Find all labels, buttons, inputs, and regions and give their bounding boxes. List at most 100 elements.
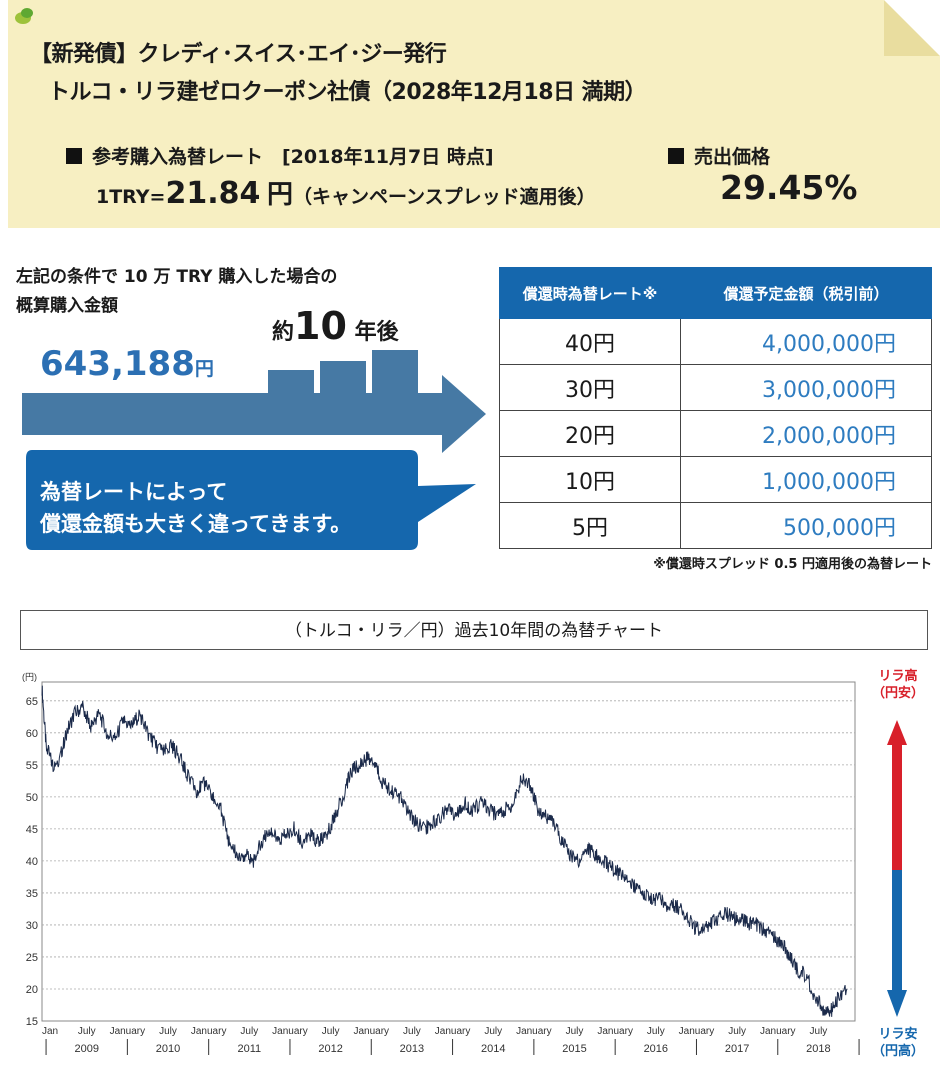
bubble-line1: 為替レートによって [40,480,228,504]
x-tick-label: July [566,1026,584,1037]
x-tick-label: January [760,1026,796,1037]
x-tick-label: January [435,1026,471,1037]
purchase-condition: 左記の条件で 10 万 TRY 購入した場合の 概算購入金額 [16,263,337,321]
lira-high-line2: （円安） [872,686,925,701]
square-bullet-icon [66,148,82,164]
rate-cell: 40円 [499,318,681,365]
lira-high-line1: リラ高 [878,669,918,684]
table-row: 10円 1,000,000円 [499,456,932,503]
x-tick-label: July [728,1026,746,1037]
y-axis-label: (円) [22,672,37,682]
lira-low-label: リラ安 （円高） [872,1026,924,1060]
y-tick-label: 25 [26,952,38,964]
purchase-amount-value: 643,188 [40,344,195,384]
rate-value: 21.84 [165,176,261,211]
col-amount-header: 償還予定金額（税引前） [680,267,932,319]
growth-bar-small [268,370,314,394]
year-label: 2013 [400,1043,424,1055]
condition-line2: 概算購入金額 [16,296,118,316]
bubble-text: 為替レートによって 償還金額も大きく違ってきます。 [40,476,351,540]
price-value: 29.45% [720,168,858,207]
x-tick-label: January [272,1026,308,1037]
rate-cell: 10円 [499,456,681,503]
rate-heading: 参考購入為替レート [2018年11月7日 時点] [66,142,494,169]
plot-frame [41,681,856,1022]
price-heading-text: 売出価格 [694,146,771,168]
y-tick-label: 60 [26,728,38,740]
amount-cell: 500,000円 [680,502,932,549]
speech-bubble [26,450,476,550]
x-tick-label: Jan [42,1026,58,1037]
year-label: 2010 [156,1043,180,1055]
x-tick-label: July [810,1026,828,1037]
x-tick-label: July [322,1026,340,1037]
header-panel [8,0,940,228]
after-prefix: 約 [272,320,295,345]
year-label: 2014 [481,1043,505,1055]
up-arrow-icon [887,720,907,745]
y-tick-label: 55 [26,760,38,772]
lira-low-line1: リラ安 [878,1027,918,1042]
table-row: 30円 3,000,000円 [499,364,932,411]
after-suffix: 年後 [354,320,399,345]
table-row: 20円 2,000,000円 [499,410,932,457]
y-tick-label: 40 [26,856,38,868]
x-tick-label: January [110,1026,146,1037]
x-tick-label: July [240,1026,258,1037]
x-tick-label: January [353,1026,389,1037]
year-label: 2017 [725,1043,749,1055]
amount-cell: 2,000,000円 [680,410,932,457]
year-label: 2012 [318,1043,342,1055]
lira-high-label: リラ高 （円安） [872,668,924,702]
col-rate-header: 償還時為替レート※ [499,267,681,319]
bond-title-line1: 【新発債】クレディ･スイス･エイ･ジー発行 [30,42,447,67]
x-tick-label: January [597,1026,633,1037]
after-years-label: 約10 年後 [272,304,399,348]
rate-heading-text: 参考購入為替レート [2018年11月7日 時点] [92,146,494,168]
right-arrow-icon [22,375,486,453]
amount-cell: 3,000,000円 [680,364,932,411]
rate-unit: 円 [266,180,293,210]
x-tick-label: July [78,1026,96,1037]
rate-cell: 20円 [499,410,681,457]
redemption-table: 償還時為替レート※ 償還予定金額（税引前） 40円 4,000,000円 30円 3… [499,267,932,549]
lira-low-line2: （円高） [872,1044,925,1059]
y-tick-label: 50 [26,792,38,804]
series-line [41,685,848,1017]
down-arrow-icon [887,990,907,1017]
fx-line-chart: 15 20 25 30 35 40 45 50 55 60 65 (円) Jan July January J… [22,672,860,1055]
amount-cell: 1,000,000円 [680,456,932,503]
square-bullet-icon [668,148,684,164]
growth-bar-large [372,350,418,394]
after-years-number: 10 [294,304,347,348]
year-label: 2015 [562,1043,586,1055]
page-curl [884,0,940,56]
rate-value-line: 1TRY=21.84 円（キャンペーンスプレッド適用後） [96,174,596,211]
rate-prefix: 1TRY= [96,186,166,208]
amount-cell: 4,000,000円 [680,318,932,365]
table-row: 5円 500,000円 [499,502,932,549]
rate-note: （キャンペーンスプレッド適用後） [293,186,596,208]
x-tick-label: July [484,1026,502,1037]
x-tick-label: January [191,1026,227,1037]
condition-line1: 左記の条件で 10 万 TRY 購入した場合の [16,267,338,287]
chart-title: （トルコ・リラ／円）過去10年間の為替チャート [20,610,928,650]
purchase-amount-unit: 円 [194,358,214,380]
rate-cell: 30円 [499,364,681,411]
purchase-amount: 643,188円 [40,344,214,384]
growth-bar-medium [320,361,366,394]
y-tick-label: 30 [26,920,38,932]
y-tick-label: 20 [26,984,38,996]
bond-title-line2: トルコ・リラ建ゼロクーポン社債（2028年12月18日 満期） [48,80,647,105]
x-tick-label: July [159,1026,177,1037]
x-tick-label: July [403,1026,421,1037]
year-label: 2016 [644,1043,668,1055]
y-tick-label: 15 [26,1016,38,1028]
y-tick-label: 35 [26,888,38,900]
year-label: 2009 [74,1043,98,1055]
table-footnote: ※償還時スプレッド 0.5 円適用後の為替レート [653,557,932,572]
bubble-line2: 償還金額も大きく違ってきます。 [40,512,352,536]
x-tick-label: January [679,1026,715,1037]
price-heading: 売出価格 [668,142,770,169]
year-label: 2018 [806,1043,830,1055]
